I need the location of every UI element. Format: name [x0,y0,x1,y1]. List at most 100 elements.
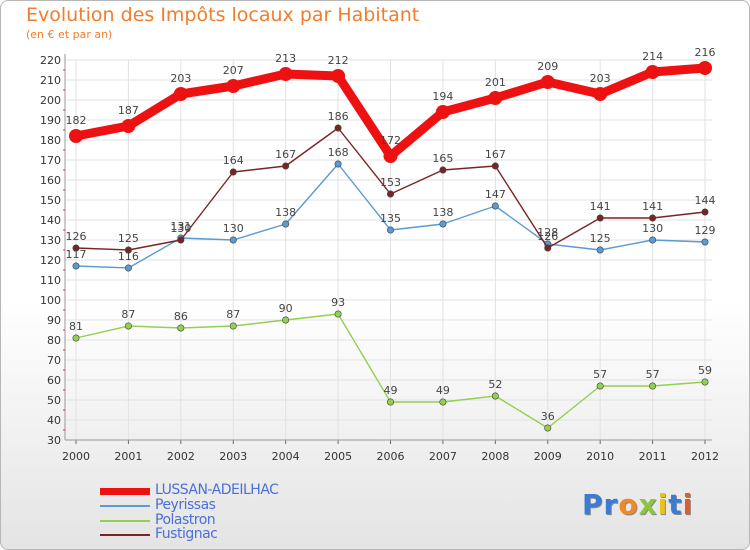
data-point [544,424,552,432]
logo-letter: x [638,488,658,521]
data-point [439,398,447,406]
data-point [282,162,290,170]
data-label: 182 [66,114,87,127]
x-tick-label: 2001 [114,450,142,463]
data-point [649,382,657,390]
data-label: 125 [590,232,611,245]
data-point [282,316,290,324]
y-tick-label: 210 [40,74,61,87]
x-tick-label: 2004 [272,450,300,463]
data-label: 130 [642,222,663,235]
data-point [173,87,188,101]
chart-title: Evolution des Impôts locaux par Habitant [26,4,420,26]
data-point [334,310,342,318]
data-point [278,67,293,81]
legend-label: Polastron [155,512,216,528]
data-label: 49 [384,384,398,397]
data-label: 128 [537,226,558,239]
data-label: 153 [380,176,401,189]
data-label: 207 [223,64,244,77]
data-label: 126 [66,230,87,243]
data-label: 167 [275,148,296,161]
y-tick-label: 180 [40,134,61,147]
data-label: 81 [69,320,83,333]
data-label: 93 [331,296,345,309]
data-label: 130 [223,222,244,235]
data-label: 57 [593,368,607,381]
x-tick-label: 2007 [429,450,457,463]
x-tick-label: 2011 [639,450,667,463]
y-tick-label: 200 [40,94,61,107]
data-label: 129 [695,224,716,237]
data-label: 203 [170,72,191,85]
data-point [439,220,447,228]
data-label: 187 [118,104,139,117]
data-point [645,65,660,79]
data-point [488,91,503,105]
data-label: 87 [226,308,240,321]
y-tick-label: 120 [40,254,61,267]
data-point [540,75,555,89]
x-tick-label: 2002 [167,450,195,463]
data-point [282,220,290,228]
y-tick-label: 50 [47,394,61,407]
logo-letter: r [603,488,619,521]
logo-letter: t [668,488,683,521]
data-label: 135 [380,212,401,225]
data-label: 90 [279,302,293,315]
legend-label: Peyrissas [155,497,216,513]
data-label: 209 [537,60,558,73]
data-point [386,190,394,198]
data-label: 87 [121,308,135,321]
y-tick-label: 170 [40,154,61,167]
data-point [491,162,499,170]
y-tick-label: 190 [40,114,61,127]
data-label: 36 [541,410,555,423]
y-tick-label: 70 [47,354,61,367]
logo-letter: i [682,488,694,521]
data-label: 172 [380,134,401,147]
data-point [649,214,657,222]
legend-swatch [100,534,150,536]
legend-swatch [100,505,150,507]
data-point [386,398,394,406]
legend-label: LUSSAN-ADEILHAC [155,482,279,498]
data-label: 125 [118,232,139,245]
x-tick-label: 2006 [377,450,405,463]
y-tick-label: 60 [47,374,61,387]
data-point [649,236,657,244]
legend-swatch [100,520,150,522]
data-label: 164 [223,154,244,167]
chart-subtitle: (en € et par an) [26,28,113,41]
x-tick-label: 2005 [324,450,352,463]
data-point [229,236,237,244]
data-label: 131 [170,220,191,233]
x-tick-label: 2010 [586,450,614,463]
logo-letter: P [582,488,604,521]
data-point [72,244,80,252]
data-point [701,208,709,216]
data-point [229,322,237,330]
y-tick-label: 160 [40,174,61,187]
data-label: 168 [328,146,349,159]
data-point [596,214,604,222]
series-layer [69,61,712,432]
data-point [435,105,450,119]
x-tick-label: 2008 [481,450,509,463]
grid-lines [65,59,712,441]
data-point [72,334,80,342]
data-point [386,226,394,234]
data-label: 49 [436,384,450,397]
data-point [177,236,185,244]
data-label: 147 [485,188,506,201]
data-label: 57 [646,368,660,381]
y-tick-label: 30 [47,434,61,447]
y-tick-label: 150 [40,194,61,207]
data-label: 59 [698,364,712,377]
data-label: 165 [432,152,453,165]
data-point [69,129,83,143]
y-tick-label: 110 [40,274,61,287]
x-tick-label: 2012 [691,450,719,463]
data-point [439,166,447,174]
